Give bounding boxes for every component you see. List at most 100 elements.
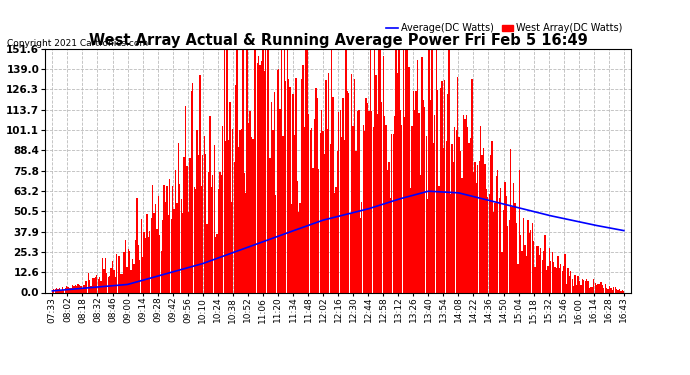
Bar [503, 210, 504, 292]
Bar [70, 288, 72, 292]
Bar [469, 143, 470, 292]
Bar [430, 100, 431, 292]
Bar [502, 252, 503, 292]
Bar [595, 284, 596, 292]
Bar [193, 187, 195, 292]
Bar [333, 97, 334, 292]
Bar [88, 273, 89, 292]
Bar [562, 271, 563, 292]
Bar [139, 260, 140, 292]
Bar [112, 261, 113, 292]
Bar [286, 49, 288, 292]
Bar [168, 215, 169, 292]
Bar [130, 270, 132, 292]
Bar [354, 79, 355, 292]
Bar [119, 256, 120, 292]
Bar [489, 194, 490, 292]
Bar [301, 79, 302, 292]
Bar [414, 110, 415, 292]
Bar [237, 49, 238, 292]
Bar [342, 98, 344, 292]
Bar [161, 251, 162, 292]
Bar [576, 285, 578, 292]
Bar [610, 288, 611, 292]
Bar [162, 220, 164, 292]
Bar [83, 285, 85, 292]
Bar [322, 131, 324, 292]
Bar [169, 179, 170, 292]
Bar [375, 75, 377, 292]
Text: Copyright 2021 Cartronics.com: Copyright 2021 Cartronics.com [7, 39, 148, 48]
Bar [179, 184, 181, 292]
Bar [229, 102, 230, 292]
Bar [466, 115, 467, 292]
Bar [288, 79, 289, 292]
Bar [438, 186, 440, 292]
Bar [297, 181, 298, 292]
Bar [175, 170, 176, 292]
Bar [206, 224, 208, 292]
Bar [471, 80, 473, 292]
Bar [604, 284, 606, 292]
Bar [254, 49, 255, 292]
Bar [484, 164, 486, 292]
Bar [520, 235, 522, 292]
Bar [77, 284, 79, 292]
Bar [63, 290, 64, 292]
Bar [60, 290, 61, 292]
Bar [564, 254, 566, 292]
Bar [326, 129, 328, 292]
Bar [158, 196, 159, 292]
Bar [514, 203, 515, 292]
Bar [457, 77, 458, 292]
Bar [335, 188, 337, 292]
Legend: Average(DC Watts), West Array(DC Watts): Average(DC Watts), West Array(DC Watts) [382, 20, 627, 37]
Bar [102, 258, 103, 292]
Bar [534, 267, 535, 292]
Bar [97, 279, 99, 292]
Bar [361, 202, 362, 292]
Bar [76, 286, 77, 292]
Bar [195, 189, 196, 292]
Bar [558, 256, 559, 292]
Bar [556, 268, 557, 292]
Bar [266, 49, 268, 292]
Bar [546, 270, 547, 292]
Bar [215, 237, 216, 292]
Bar [482, 155, 483, 292]
Bar [217, 234, 218, 292]
Bar [462, 178, 463, 292]
Bar [149, 231, 150, 292]
Bar [526, 256, 527, 292]
Bar [132, 259, 133, 292]
Bar [500, 188, 502, 292]
Bar [495, 176, 497, 292]
Bar [506, 196, 507, 292]
Bar [153, 213, 155, 292]
Bar [453, 162, 454, 292]
Bar [402, 49, 404, 292]
Bar [566, 284, 567, 292]
Bar [155, 204, 156, 292]
Bar [458, 137, 460, 292]
Bar [53, 289, 55, 292]
Bar [284, 49, 285, 292]
Bar [308, 114, 309, 292]
Bar [319, 133, 321, 292]
Bar [125, 240, 126, 292]
Title: West Array Actual & Running Average Power Fri Feb 5 16:49: West Array Actual & Running Average Powe… [89, 33, 587, 48]
Bar [569, 276, 570, 292]
Bar [212, 175, 213, 292]
Bar [239, 130, 241, 292]
Bar [55, 289, 56, 292]
Bar [321, 110, 322, 292]
Bar [75, 285, 76, 292]
Bar [345, 49, 346, 292]
Bar [609, 286, 610, 292]
Bar [382, 56, 384, 292]
Bar [148, 237, 149, 292]
Bar [473, 172, 474, 292]
Bar [295, 78, 297, 292]
Bar [353, 126, 354, 292]
Bar [381, 102, 382, 292]
